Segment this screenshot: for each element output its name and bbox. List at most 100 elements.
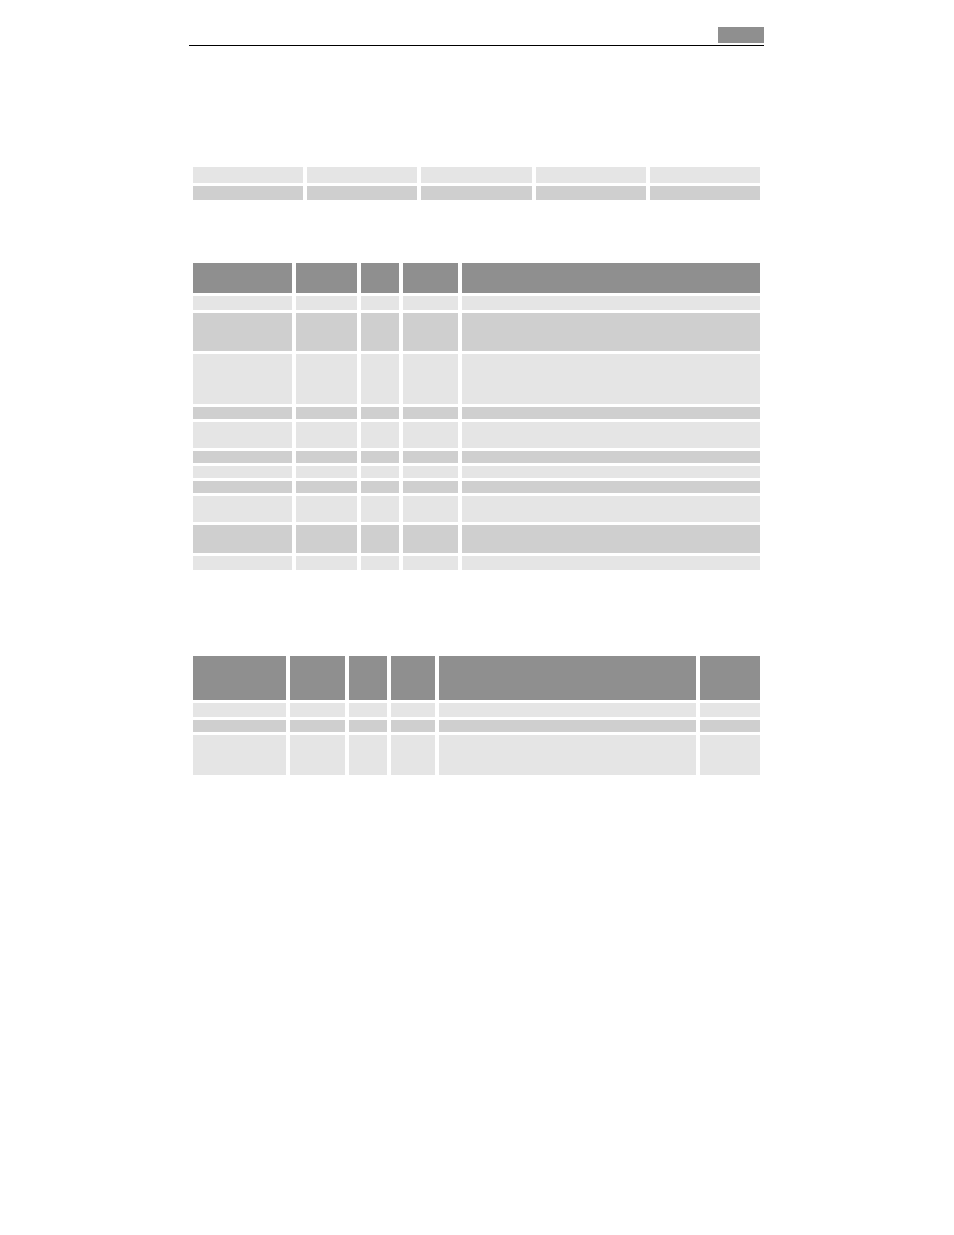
- cell: [296, 496, 357, 522]
- cell: [361, 481, 400, 493]
- cell: [403, 525, 458, 553]
- cell: [462, 496, 760, 522]
- cell: [349, 720, 387, 732]
- table-header-row: [193, 656, 760, 700]
- page-badge: [718, 27, 764, 43]
- column-header: [290, 656, 345, 700]
- cell: [700, 735, 760, 775]
- cell: [391, 735, 435, 775]
- cell: [536, 186, 646, 200]
- cell: [650, 186, 760, 200]
- table-row: [193, 354, 760, 404]
- table-row: [193, 167, 760, 183]
- cell: [361, 556, 400, 570]
- column-header: [349, 656, 387, 700]
- cell: [296, 451, 357, 463]
- cell: [391, 703, 435, 717]
- table-row: [193, 313, 760, 351]
- cell: [361, 422, 400, 448]
- cell: [421, 186, 531, 200]
- column-header: [193, 263, 292, 293]
- cell: [536, 167, 646, 183]
- table-row: [193, 451, 760, 463]
- cell: [193, 525, 292, 553]
- cell: [462, 481, 760, 493]
- cell: [193, 451, 292, 463]
- cell: [193, 407, 292, 419]
- cell: [403, 422, 458, 448]
- cell: [193, 422, 292, 448]
- column-header: [403, 263, 458, 293]
- column-header: [193, 656, 286, 700]
- cell: [439, 703, 696, 717]
- table-1: [189, 164, 764, 203]
- cell: [403, 407, 458, 419]
- cell: [700, 720, 760, 732]
- cell: [361, 407, 400, 419]
- cell: [403, 296, 458, 310]
- cell: [193, 720, 286, 732]
- cell: [462, 354, 760, 404]
- cell: [290, 720, 345, 732]
- column-header: [439, 656, 696, 700]
- cell: [193, 296, 292, 310]
- cell: [403, 496, 458, 522]
- table-row: [193, 703, 760, 717]
- cell: [462, 313, 760, 351]
- cell: [193, 167, 303, 183]
- cell: [439, 735, 696, 775]
- table-row: [193, 481, 760, 493]
- cell: [700, 703, 760, 717]
- cell: [193, 556, 292, 570]
- cell: [391, 720, 435, 732]
- cell: [403, 313, 458, 351]
- cell: [462, 296, 760, 310]
- table-row: [193, 735, 760, 775]
- cell: [462, 407, 760, 419]
- cell: [361, 296, 400, 310]
- cell: [193, 466, 292, 478]
- cell: [361, 525, 400, 553]
- cell: [650, 167, 760, 183]
- cell: [296, 407, 357, 419]
- cell: [296, 296, 357, 310]
- column-header: [700, 656, 760, 700]
- cell: [193, 313, 292, 351]
- cell: [193, 186, 303, 200]
- cell: [462, 466, 760, 478]
- cell: [462, 556, 760, 570]
- table-row: [193, 422, 760, 448]
- cell: [361, 496, 400, 522]
- cell: [462, 422, 760, 448]
- document-page: [189, 0, 764, 778]
- cell: [403, 354, 458, 404]
- cell: [361, 354, 400, 404]
- cell: [290, 703, 345, 717]
- table-row: [193, 186, 760, 200]
- cell: [296, 466, 357, 478]
- cell: [349, 735, 387, 775]
- header-rule: [189, 0, 764, 46]
- cell: [296, 422, 357, 448]
- cell: [193, 496, 292, 522]
- table-row: [193, 525, 760, 553]
- column-header: [391, 656, 435, 700]
- cell: [296, 481, 357, 493]
- column-header: [296, 263, 357, 293]
- table-row: [193, 556, 760, 570]
- cell: [462, 525, 760, 553]
- column-header: [361, 263, 400, 293]
- cell: [307, 186, 417, 200]
- cell: [361, 313, 400, 351]
- cell: [296, 354, 357, 404]
- cell: [193, 735, 286, 775]
- cell: [296, 525, 357, 553]
- cell: [462, 451, 760, 463]
- table-row: [193, 720, 760, 732]
- table-row: [193, 496, 760, 522]
- cell: [296, 556, 357, 570]
- cell: [403, 481, 458, 493]
- table-row: [193, 407, 760, 419]
- cell: [193, 703, 286, 717]
- table-header-row: [193, 263, 760, 293]
